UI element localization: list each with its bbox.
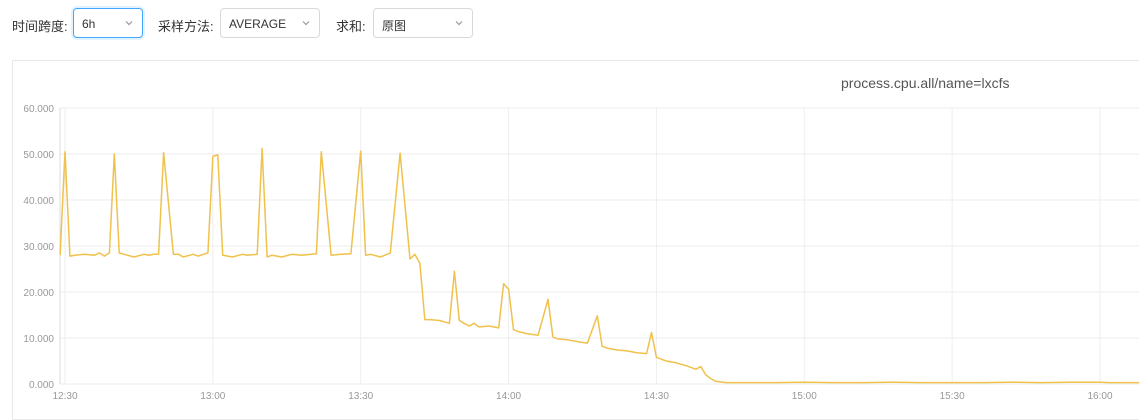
x-tick-label: 15:00 <box>792 391 817 402</box>
y-axis-ticks: 0.000 10.000 20.000 30.000 40.000 50.000 60.00… <box>23 104 54 391</box>
chevron-down-icon <box>125 21 133 26</box>
chevron-down-icon <box>455 21 463 26</box>
chevron-down-icon <box>302 21 310 26</box>
sum-label: 求和: <box>336 19 366 34</box>
sampling-value: AVERAGE <box>229 17 287 31</box>
x-tick-label: 12:30 <box>52 391 77 402</box>
line-chart: 0.000 10.000 20.000 30.000 40.000 50.000 60.00… <box>23 104 1139 402</box>
x-tick-label: 16:00 <box>1087 391 1112 402</box>
y-tick-label: 0.000 <box>29 380 54 391</box>
sum-select[interactable]: 原图 <box>373 8 473 38</box>
series-line <box>59 147 1139 384</box>
time-span-label: 时间跨度: <box>12 19 68 34</box>
chart-title: process.cpu.all/name=lxcfs <box>841 75 1010 91</box>
sampling-select[interactable]: AVERAGE <box>220 8 320 38</box>
sum-value: 原图 <box>382 19 407 33</box>
x-axis-ticks: 12:30 13:00 13:30 14:00 14:30 15:00 15:30 16:00 <box>52 391 1112 402</box>
time-span-value: 6h <box>82 17 96 31</box>
y-tick-label: 10.000 <box>23 334 54 345</box>
sampling-label: 采样方法: <box>158 19 214 34</box>
y-tick-label: 30.000 <box>23 242 54 253</box>
y-tick-label: 50.000 <box>23 150 54 161</box>
toolbar: 时间跨度: 6h 采样方法: AVERAGE 求和: 原图 <box>0 8 1139 40</box>
y-tick-label: 40.000 <box>23 196 54 207</box>
x-tick-label: 14:30 <box>644 391 669 402</box>
series-group <box>59 147 1139 384</box>
x-tick-label: 13:00 <box>200 391 225 402</box>
time-span-select[interactable]: 6h <box>73 8 143 38</box>
chart-panel <box>12 60 1139 420</box>
x-tick-label: 13:30 <box>348 391 373 402</box>
y-tick-label: 20.000 <box>23 288 54 299</box>
x-tick-label: 14:00 <box>496 391 521 402</box>
x-tick-label: 15:30 <box>940 391 965 402</box>
y-tick-label: 60.000 <box>23 104 54 115</box>
